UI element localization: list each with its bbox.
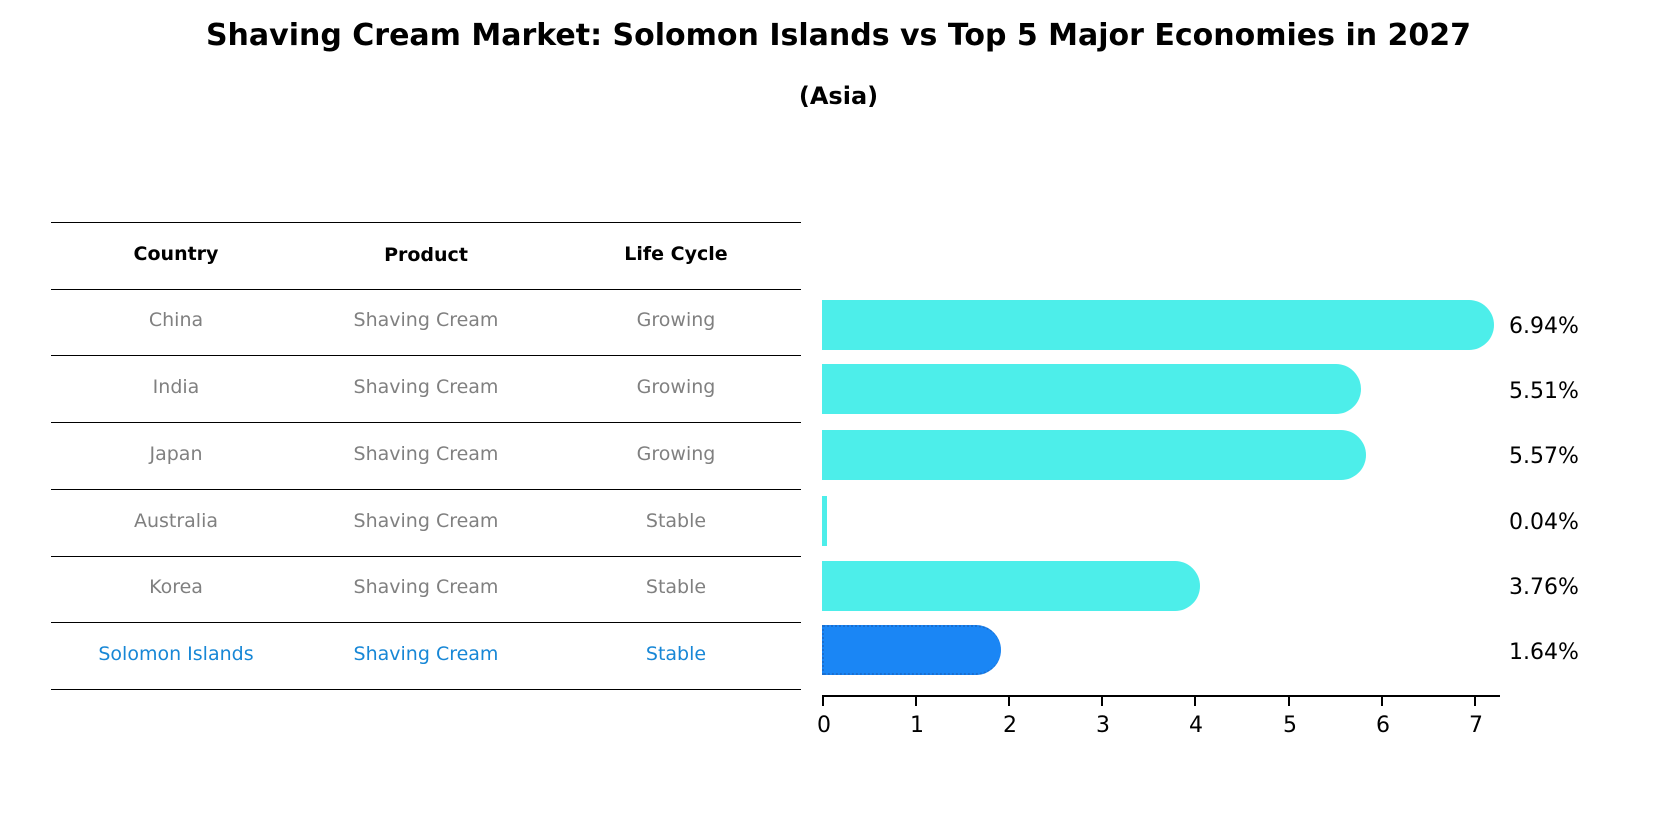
bar-korea [822,561,1200,611]
x-tick [1194,697,1196,706]
table-rule [51,689,801,690]
cell-product: Shaving Cream [353,443,499,465]
bar-solomon-islands [822,625,1001,675]
table-rule [51,355,801,356]
cell-product: Shaving Cream [353,309,499,331]
table-rule [51,289,801,290]
x-tick-label: 2 [1003,713,1017,738]
x-tick [1474,697,1476,706]
cell-life-cycle: Growing [636,309,716,331]
cell-life-cycle-highlight: Stable [645,643,707,665]
table-rule [51,556,801,557]
header-life-cycle: Life Cycle [624,243,728,265]
x-tick [1101,697,1103,706]
table-rule [51,489,801,490]
chart-subtitle: (Asia) [798,82,879,110]
x-tick [1008,697,1010,706]
value-label: 6.94% [1509,314,1579,339]
x-axis [822,695,1500,697]
cell-product: Shaving Cream [353,376,499,398]
cell-country: India [152,376,200,398]
value-label: 3.76% [1509,575,1579,600]
x-tick [822,697,824,706]
value-label: 1.64% [1509,640,1579,665]
bar-japan [822,430,1366,480]
x-tick [1381,697,1383,706]
value-label: 0.04% [1509,510,1579,535]
cell-product: Shaving Cream [353,576,499,598]
header-product: Product [384,244,468,266]
x-tick-label: 3 [1096,713,1110,738]
x-tick-label: 5 [1283,713,1297,738]
table-rule [51,422,801,423]
cell-life-cycle: Growing [636,443,716,465]
bar-australia [822,496,827,546]
table-rule [51,222,801,223]
cell-product-highlight: Shaving Cream [353,643,499,665]
x-tick [1288,697,1290,706]
cell-life-cycle: Stable [645,576,707,598]
cell-country-highlight: Solomon Islands [98,643,254,665]
bar-china [822,300,1494,350]
chart-title: Shaving Cream Market: Solomon Islands vs… [205,18,1472,53]
cell-life-cycle: Stable [645,510,707,532]
value-label: 5.51% [1509,379,1579,404]
cell-country: Korea [149,576,203,598]
table-rule [51,622,801,623]
x-tick-label: 4 [1189,713,1203,738]
header-country: Country [133,243,219,265]
cell-life-cycle: Growing [636,376,716,398]
x-tick-label: 0 [817,713,831,738]
x-tick-label: 6 [1376,713,1390,738]
x-tick-label: 1 [910,713,924,738]
bar-india [822,364,1361,414]
x-tick-label: 7 [1469,713,1483,738]
x-tick [915,697,917,706]
cell-country: Japan [149,443,203,465]
cell-country: China [148,309,204,331]
cell-product: Shaving Cream [353,510,499,532]
cell-country: Australia [133,510,219,532]
value-label: 5.57% [1509,444,1579,469]
